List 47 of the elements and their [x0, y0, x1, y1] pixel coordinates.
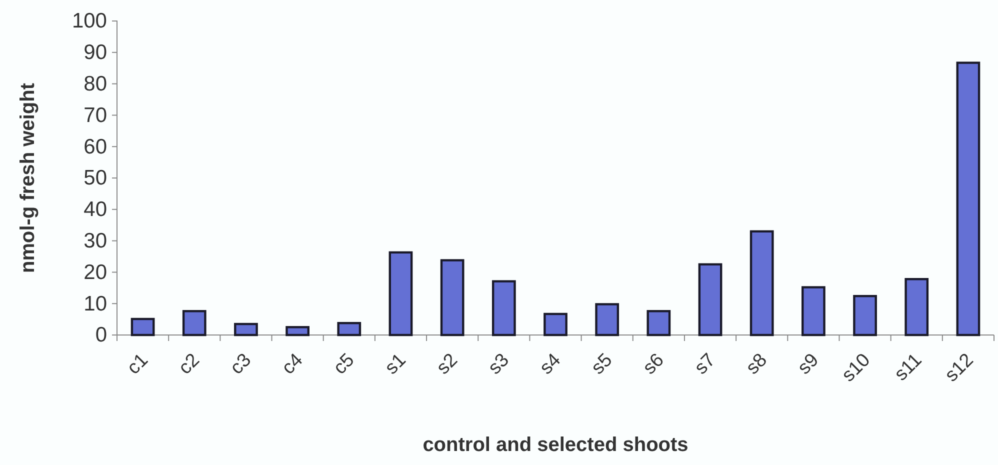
bar: [904, 278, 929, 336]
x-tick-label: s1: [381, 350, 410, 379]
x-tick-label: s4: [536, 349, 566, 379]
y-tick-label: 80: [84, 72, 107, 96]
y-tick-label: 50: [84, 166, 107, 190]
x-tick-label: c5: [330, 350, 359, 379]
y-tick-label: 30: [84, 230, 107, 253]
bar: [853, 294, 877, 336]
x-tick-label: s5: [588, 350, 617, 379]
x-tick-label: s8: [742, 350, 772, 379]
y-tick-label: 0: [95, 324, 107, 347]
bar: [750, 230, 774, 336]
bar: [595, 303, 620, 336]
bar: [492, 280, 516, 336]
bar: [802, 286, 826, 336]
y-tick-label: 60: [84, 135, 107, 158]
y-tick-label: 20: [84, 260, 107, 284]
y-tick-label: 90: [84, 41, 107, 64]
x-tick-label: s3: [484, 350, 514, 379]
x-tick-label: s7: [690, 350, 720, 379]
y-tick-label: 40: [84, 198, 107, 222]
bar: [130, 318, 155, 336]
y-axis-title: nmol-g fresh weight: [17, 82, 39, 273]
bar: [698, 263, 722, 336]
bar: [544, 312, 568, 336]
bar: [234, 322, 258, 336]
x-tick-label: s6: [639, 350, 668, 379]
x-axis-title: control and selected shoots: [422, 434, 688, 456]
x-tick-label: c3: [226, 350, 256, 379]
x-tick-label: c2: [174, 350, 204, 379]
bar: [337, 322, 362, 336]
bar: [286, 326, 310, 336]
x-tick-label: c1: [123, 350, 152, 379]
bar: [956, 62, 980, 336]
x-tick-label: s10: [838, 350, 875, 386]
bar: [440, 259, 464, 336]
bar: [182, 310, 206, 336]
x-tick-label: s11: [890, 350, 926, 386]
x-tick-label: c4: [278, 349, 308, 379]
x-tick-label: s12: [941, 350, 978, 386]
bar: [388, 251, 413, 336]
x-tick-label: s2: [432, 350, 462, 379]
x-tick-label: s9: [794, 350, 823, 379]
bar: [646, 310, 671, 336]
y-tick-label: 100: [72, 10, 107, 33]
y-tick-label: 70: [84, 104, 107, 127]
y-tick-label: 10: [84, 292, 107, 316]
